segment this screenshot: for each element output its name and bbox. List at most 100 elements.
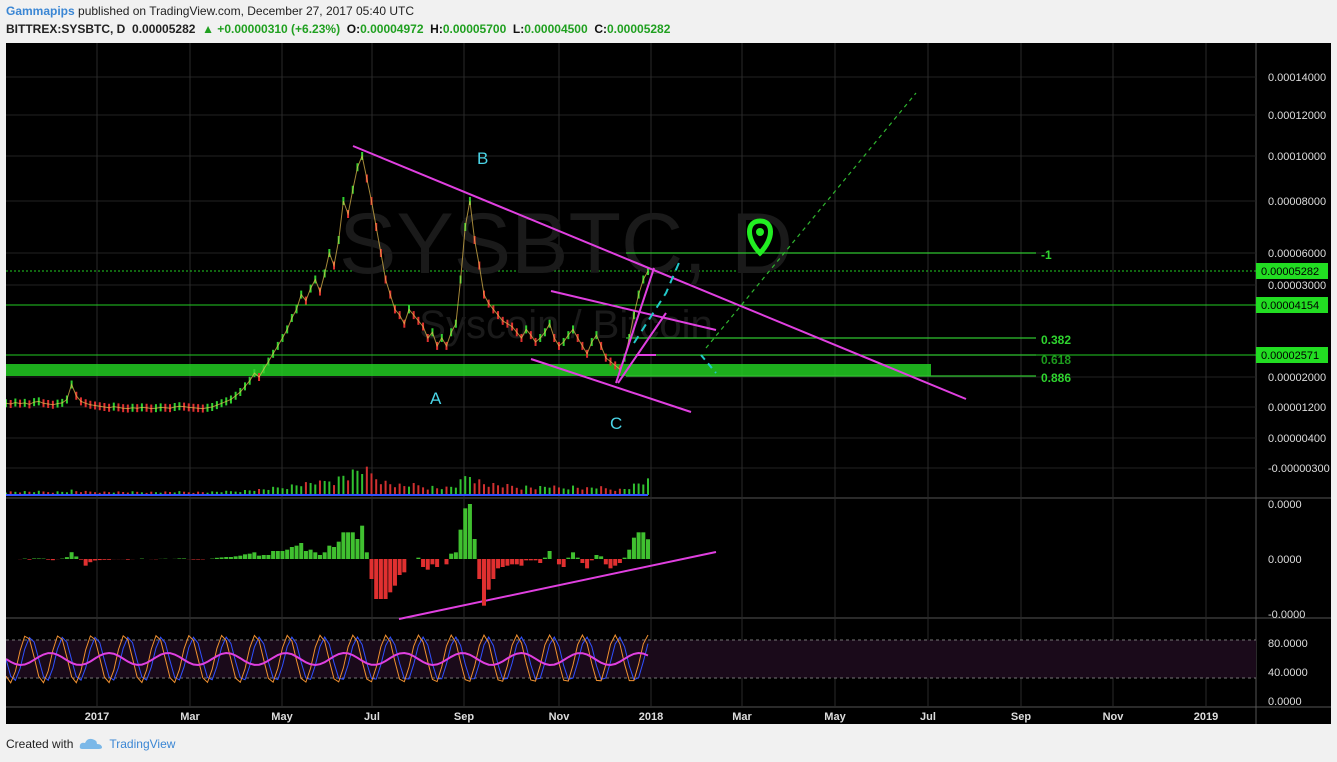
- histogram-bar: [308, 549, 313, 559]
- volume-bar: [248, 490, 251, 495]
- volume-bar: [408, 486, 411, 495]
- volume-bar: [614, 490, 617, 495]
- x-tick-label: Sep: [454, 711, 474, 723]
- volume-bar: [389, 484, 392, 495]
- volume-bar: [618, 488, 621, 495]
- x-tick-label: May: [824, 711, 846, 723]
- histogram-bar: [355, 539, 360, 559]
- histogram-bar: [360, 525, 365, 559]
- chart-area[interactable]: SYSBTC, D Syscoin / Bitcoin -1 0.382 0.618…: [5, 43, 1331, 724]
- volume-bar: [586, 487, 589, 495]
- volume-bar: [108, 492, 111, 495]
- x-tick-label: Mar: [180, 711, 200, 723]
- price-tag: [1256, 263, 1328, 279]
- volume-bar: [37, 490, 40, 495]
- volume-bar: [159, 492, 162, 495]
- volume-bar: [154, 492, 157, 495]
- volume-bar: [417, 485, 420, 495]
- volume-bar: [23, 491, 26, 495]
- histogram-bar: [514, 559, 519, 565]
- volume-bar: [258, 489, 261, 495]
- volume-bar: [581, 489, 584, 495]
- histogram-bar: [467, 504, 472, 559]
- x-tick-label: Nov: [1103, 711, 1125, 723]
- histogram-bar: [285, 549, 290, 559]
- volume-bar: [609, 489, 612, 495]
- histogram-bar: [299, 543, 304, 559]
- upper-trendline: [352, 145, 967, 400]
- volume-bar: [28, 491, 31, 495]
- histogram-bar: [477, 559, 482, 579]
- volume-bar: [525, 485, 528, 495]
- price-line: [5, 154, 649, 410]
- tradingview-link[interactable]: TradingView: [109, 737, 176, 751]
- histogram-bar: [261, 555, 266, 559]
- x-tick-label: Jul: [364, 711, 380, 723]
- volume-bar: [501, 487, 504, 495]
- volume-bar: [543, 486, 546, 495]
- histogram-bar: [228, 557, 233, 559]
- created-with-text: Created with: [6, 737, 74, 751]
- histogram-bar: [472, 539, 477, 559]
- volume-bar: [464, 476, 467, 495]
- histogram-bar: [627, 549, 632, 559]
- price-tag-label: 0.00002571: [1261, 350, 1319, 362]
- volume-bar: [14, 491, 17, 495]
- author-link[interactable]: Gammapips: [6, 4, 75, 18]
- histogram-bar: [397, 559, 402, 575]
- volume-bar: [9, 491, 12, 495]
- histogram-bar: [374, 559, 379, 599]
- volume-bar: [647, 478, 649, 495]
- volume-bar: [375, 479, 378, 495]
- published-text: published on TradingView.com, December 2…: [74, 4, 415, 18]
- high-value: 0.00005700: [442, 22, 507, 36]
- target-line: [705, 92, 917, 349]
- grid: [6, 43, 1331, 724]
- volume-bar: [136, 491, 139, 495]
- histogram-bar: [317, 555, 322, 559]
- volume-bar: [642, 484, 645, 495]
- histogram-bar: [571, 552, 576, 559]
- histogram-bar: [336, 541, 341, 559]
- fib-label: 0.618: [1041, 353, 1071, 367]
- histogram-bar: [500, 559, 505, 567]
- histogram-bar: [125, 559, 130, 560]
- volume-bar: [304, 482, 307, 495]
- volume-bar: [206, 492, 209, 495]
- volume-bar: [379, 484, 382, 495]
- volume-bar: [333, 485, 336, 495]
- volume-bar: [276, 487, 279, 495]
- stoch-k-line: [5, 635, 649, 682]
- volume-bar: [192, 492, 195, 495]
- volume-bar: [243, 490, 246, 495]
- histogram-bar: [585, 559, 590, 569]
- volume-bar: [422, 487, 425, 495]
- y-tick-label: 0.00008000: [1268, 196, 1326, 208]
- y-tick-label: -0.00000300: [1268, 463, 1330, 475]
- histogram-bar: [388, 559, 393, 593]
- y-tick-label: 0.00010000: [1268, 151, 1326, 163]
- rsi-line: [5, 651, 649, 667]
- histogram-bar: [88, 559, 93, 563]
- histogram-bar: [322, 552, 327, 559]
- histogram-bar: [561, 559, 566, 567]
- volume-bar: [562, 488, 565, 495]
- histogram-bar: [599, 556, 604, 559]
- flag-leg-2: [617, 312, 667, 384]
- histogram-bar: [613, 559, 618, 566]
- watermark-symbol: SYSBTC, D: [339, 196, 793, 292]
- histogram-bar: [275, 551, 280, 559]
- chart-svg[interactable]: SYSBTC, D Syscoin / Bitcoin -1 0.382 0.618…: [5, 43, 1331, 724]
- histogram-bar: [603, 559, 608, 565]
- histogram-bar: [575, 557, 580, 559]
- volume-bar: [515, 487, 518, 495]
- volume-bar: [33, 492, 36, 495]
- histogram-bar: [219, 557, 224, 559]
- high-label: H:: [430, 22, 443, 36]
- x-tick-label: Jul: [920, 711, 936, 723]
- volume-bar: [75, 491, 78, 495]
- histogram-bar: [74, 556, 79, 559]
- volume-bar: [117, 491, 120, 495]
- volume-bar: [126, 492, 129, 495]
- histogram-bar: [252, 552, 257, 559]
